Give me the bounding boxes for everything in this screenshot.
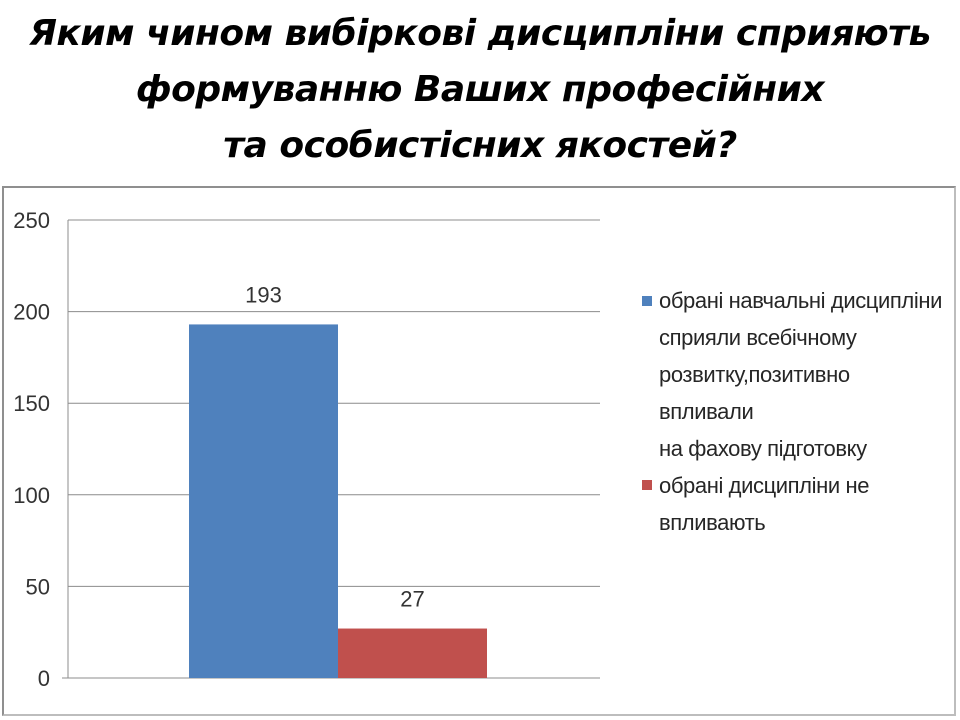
y-tick-label: 50 bbox=[26, 574, 50, 599]
data-label-series-1: 193 bbox=[245, 282, 282, 307]
legend-line: обрані навчальні дисципліни bbox=[659, 288, 942, 313]
bar-series-2 bbox=[338, 628, 487, 678]
legend-line: розвитку,позитивно впливали bbox=[659, 362, 850, 424]
y-tick-label: 0 bbox=[38, 666, 50, 691]
legend-line: обрані дисципліни не bbox=[659, 473, 870, 498]
bar-series-1 bbox=[189, 324, 338, 678]
title-line: Яким чином вибіркові дисципліни сприяють bbox=[29, 13, 931, 54]
y-tick-label: 250 bbox=[13, 208, 50, 233]
legend-line: на фахову підготовку bbox=[659, 436, 867, 461]
slide-title: Яким чином вибіркові дисципліни сприяють… bbox=[0, 6, 960, 174]
legend-swatch-series-1 bbox=[642, 296, 652, 306]
legend-label-series-1: обрані навчальні дисципліни сприяли всеб… bbox=[659, 282, 949, 467]
legend-swatch-series-2 bbox=[642, 480, 652, 490]
y-tick-label: 150 bbox=[13, 391, 50, 416]
legend-line: впливають bbox=[659, 510, 766, 535]
legend-label-series-2: обрані дисципліни не впливають bbox=[659, 467, 949, 541]
chart-frame bbox=[2, 186, 956, 716]
title-line: формуванню Ваших професійних bbox=[135, 69, 825, 110]
data-label-series-2: 27 bbox=[400, 587, 424, 612]
y-tick-label: 200 bbox=[13, 300, 50, 325]
title-line: та особистісних якостей? bbox=[223, 125, 737, 166]
y-tick-label: 100 bbox=[13, 483, 50, 508]
legend-line: сприяли всебічному bbox=[659, 325, 857, 350]
